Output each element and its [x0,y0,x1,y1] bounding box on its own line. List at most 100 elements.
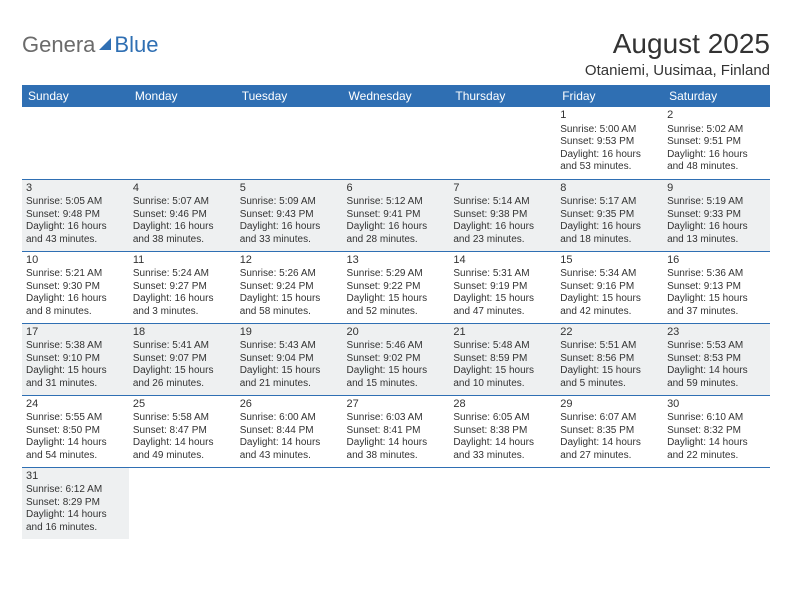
sunrise-line: Sunrise: 5:00 AM [560,124,659,137]
daylight-line: Daylight: 14 hours and 27 minutes. [560,437,659,462]
sunrise-line: Sunrise: 6:03 AM [347,412,446,425]
daylight-line: Daylight: 15 hours and 52 minutes. [347,293,446,318]
day-number: 16 [667,254,766,268]
sunset-line: Sunset: 9:51 PM [667,136,766,149]
calendar-empty-cell [663,467,770,539]
sunset-line: Sunset: 8:29 PM [26,497,125,510]
calendar-day-cell: 21Sunrise: 5:48 AMSunset: 8:59 PMDayligh… [449,323,556,395]
day-number: 21 [453,326,552,340]
calendar-empty-cell [449,467,556,539]
sunrise-line: Sunrise: 5:41 AM [133,340,232,353]
daylight-line: Daylight: 15 hours and 5 minutes. [560,365,659,390]
calendar-empty-cell [22,107,129,179]
day-number: 7 [453,182,552,196]
day-number: 5 [240,182,339,196]
calendar-day-cell: 26Sunrise: 6:00 AMSunset: 8:44 PMDayligh… [236,395,343,467]
sunrise-line: Sunrise: 5:53 AM [667,340,766,353]
calendar-empty-cell [449,107,556,179]
sunrise-line: Sunrise: 5:58 AM [133,412,232,425]
calendar-day-cell: 15Sunrise: 5:34 AMSunset: 9:16 PMDayligh… [556,251,663,323]
daylight-line: Daylight: 15 hours and 37 minutes. [667,293,766,318]
day-number: 29 [560,398,659,412]
weekday-header: Friday [556,85,663,107]
day-number: 23 [667,326,766,340]
sunrise-line: Sunrise: 6:05 AM [453,412,552,425]
daylight-line: Daylight: 15 hours and 21 minutes. [240,365,339,390]
daylight-line: Daylight: 15 hours and 42 minutes. [560,293,659,318]
sunset-line: Sunset: 8:44 PM [240,425,339,438]
daylight-line: Daylight: 16 hours and 13 minutes. [667,221,766,246]
calendar-day-cell: 29Sunrise: 6:07 AMSunset: 8:35 PMDayligh… [556,395,663,467]
daylight-line: Daylight: 14 hours and 43 minutes. [240,437,339,462]
calendar-week-row: 24Sunrise: 5:55 AMSunset: 8:50 PM Dayligh… [22,395,770,467]
sunset-line: Sunset: 8:50 PM [26,425,125,438]
calendar-week-row: 31Sunrise: 6:12 AMSunset: 8:29 PMDayligh… [22,467,770,539]
month-title: August 2025 [585,28,770,60]
sunrise-line: Sunrise: 5:48 AM [453,340,552,353]
day-number: 13 [347,254,446,268]
sunrise-line: Sunrise: 5:14 AM [453,196,552,209]
logo: GeneraBlue [22,32,158,58]
sunrise-line: Sunrise: 5:46 AM [347,340,446,353]
calendar-day-cell: 3Sunrise: 5:05 AMSunset: 9:48 PMDaylight… [22,179,129,251]
weekday-header: Monday [129,85,236,107]
daylight-line: Daylight: 16 hours and 18 minutes. [560,221,659,246]
calendar-day-cell: 5Sunrise: 5:09 AMSunset: 9:43 PMDaylight… [236,179,343,251]
daylight-line: Daylight: 15 hours and 47 minutes. [453,293,552,318]
sunrise-line: Sunrise: 5:21 AM [26,268,125,281]
sunrise-line: Sunrise: 5:55 AM [26,412,125,425]
calendar-empty-cell [236,467,343,539]
sunset-line: Sunset: 9:30 PM [26,281,125,294]
sunrise-line: Sunrise: 6:10 AM [667,412,766,425]
day-number: 9 [667,182,766,196]
sunrise-line: Sunrise: 5:31 AM [453,268,552,281]
sunset-line: Sunset: 9:35 PM [560,209,659,222]
calendar-week-row: 3Sunrise: 5:05 AMSunset: 9:48 PMDaylight… [22,179,770,251]
sunrise-line: Sunrise: 6:00 AM [240,412,339,425]
sunrise-line: Sunrise: 5:24 AM [133,268,232,281]
day-number: 27 [347,398,446,412]
logo-text-2: Blue [114,32,158,58]
calendar-empty-cell [556,467,663,539]
daylight-line: Daylight: 16 hours and 38 minutes. [133,221,232,246]
day-number: 24 [26,398,125,412]
sunset-line: Sunset: 8:59 PM [453,353,552,366]
sunset-line: Sunset: 9:02 PM [347,353,446,366]
sunset-line: Sunset: 8:32 PM [667,425,766,438]
daylight-line: Daylight: 16 hours and 28 minutes. [347,221,446,246]
daylight-line: Daylight: 14 hours and 16 minutes. [26,509,125,534]
calendar-week-row: 10Sunrise: 5:21 AMSunset: 9:30 PMDayligh… [22,251,770,323]
sunset-line: Sunset: 9:38 PM [453,209,552,222]
sunset-line: Sunset: 9:04 PM [240,353,339,366]
day-number: 4 [133,182,232,196]
sunrise-line: Sunrise: 5:19 AM [667,196,766,209]
daylight-line: Daylight: 16 hours and 23 minutes. [453,221,552,246]
sunset-line: Sunset: 9:53 PM [560,136,659,149]
day-number: 6 [347,182,446,196]
day-number: 19 [240,326,339,340]
sunrise-line: Sunrise: 6:07 AM [560,412,659,425]
day-number: 18 [133,326,232,340]
calendar-day-cell: 8Sunrise: 5:17 AMSunset: 9:35 PMDaylight… [556,179,663,251]
weekday-header: Tuesday [236,85,343,107]
day-number: 20 [347,326,446,340]
daylight-line: Daylight: 16 hours and 48 minutes. [667,149,766,174]
calendar-week-row: 17Sunrise: 5:38 AMSunset: 9:10 PMDayligh… [22,323,770,395]
calendar-day-cell: 23Sunrise: 5:53 AMSunset: 8:53 PMDayligh… [663,323,770,395]
sunrise-line: Sunrise: 5:36 AM [667,268,766,281]
daylight-line: Daylight: 14 hours and 49 minutes. [133,437,232,462]
calendar-empty-cell [129,107,236,179]
sunset-line: Sunset: 9:22 PM [347,281,446,294]
sunset-line: Sunset: 8:35 PM [560,425,659,438]
sunset-line: Sunset: 9:07 PM [133,353,232,366]
daylight-line: Daylight: 15 hours and 58 minutes. [240,293,339,318]
sunset-line: Sunset: 8:56 PM [560,353,659,366]
sunset-line: Sunset: 8:38 PM [453,425,552,438]
calendar-day-cell: 18Sunrise: 5:41 AMSunset: 9:07 PMDayligh… [129,323,236,395]
sunrise-line: Sunrise: 5:05 AM [26,196,125,209]
sunset-line: Sunset: 9:19 PM [453,281,552,294]
daylight-line: Daylight: 14 hours and 22 minutes. [667,437,766,462]
calendar-empty-cell [343,107,450,179]
sunset-line: Sunset: 9:33 PM [667,209,766,222]
sunset-line: Sunset: 9:48 PM [26,209,125,222]
